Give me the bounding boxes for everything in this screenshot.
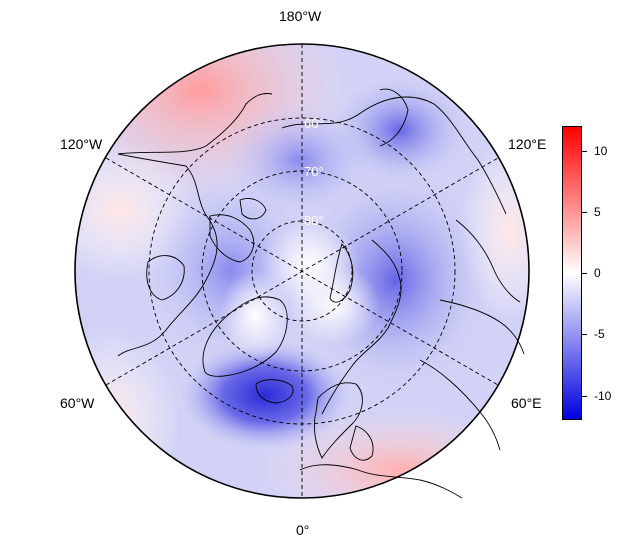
meridian-120w-60e <box>105 157 499 386</box>
colorbar-tick-label: -5 <box>594 327 605 342</box>
colorbar-tick <box>582 211 587 213</box>
lat-label-70: 70° <box>304 164 324 179</box>
colorbar-tick <box>582 395 587 397</box>
greenland-coast <box>202 296 288 377</box>
canada-coast <box>117 153 218 357</box>
scandinavia-coast <box>313 382 363 459</box>
alaska-coast <box>117 93 273 155</box>
europe-coast <box>299 464 463 499</box>
colorbar-tick <box>582 334 587 336</box>
russia-north-coast <box>321 239 402 415</box>
coastlines <box>117 88 525 499</box>
baltic-coast <box>349 425 374 461</box>
latitude-circle-80 <box>251 220 353 322</box>
colorbar-tick <box>582 150 587 152</box>
lat-label-80: 80° <box>304 213 324 228</box>
colorbar-tick-label: 10 <box>594 143 608 158</box>
lat-label-60: 60° <box>304 116 324 131</box>
lon-label-60e: 60°E <box>511 395 542 411</box>
lon-label-0: 0° <box>296 522 310 538</box>
colorbar <box>562 126 582 420</box>
siberia-coast <box>281 96 507 215</box>
graticule <box>105 44 499 498</box>
colorbar-tick-label: 5 <box>594 204 601 219</box>
iceland-coast <box>255 379 294 404</box>
colorbar-tick <box>582 273 587 274</box>
asia-border-2 <box>439 299 525 355</box>
colorbar-tick-label: 0 <box>594 266 601 280</box>
lon-label-60w: 60°W <box>60 395 95 411</box>
latitude-labels: 60° 70° 80° <box>304 116 324 228</box>
hudson-coast <box>146 255 185 301</box>
map-boundary <box>74 43 530 499</box>
anomaly-field <box>75 44 529 498</box>
asia-border-3 <box>455 219 521 303</box>
arctic-islands <box>209 198 267 263</box>
kamchatka-coast <box>379 88 409 147</box>
lon-label-180w: 180°W <box>279 8 322 24</box>
colorbar-tick-label: -10 <box>594 388 612 403</box>
lon-label-120w: 120°W <box>60 136 103 152</box>
lon-label-120e: 120°E <box>508 136 547 152</box>
novaya-zemlya <box>329 243 354 303</box>
